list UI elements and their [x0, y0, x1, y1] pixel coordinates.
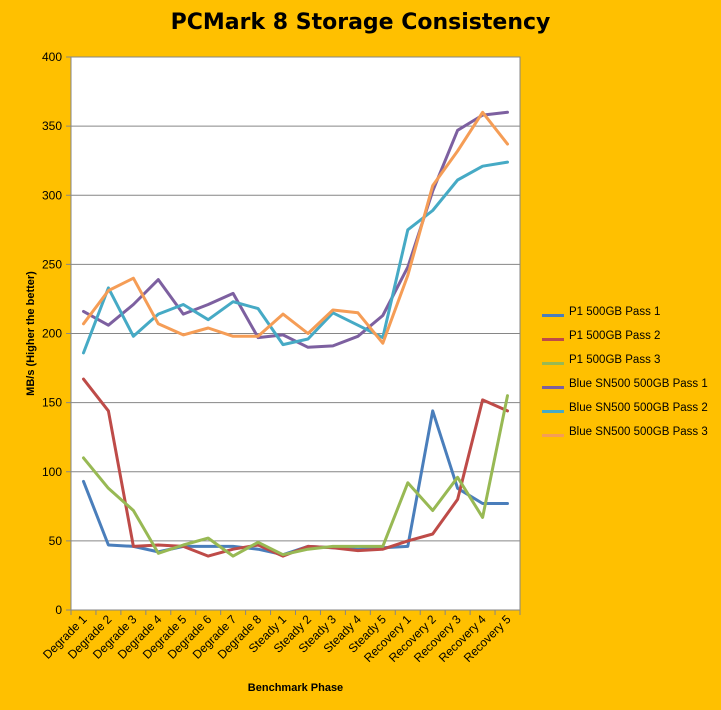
y-tick-label: 200	[42, 327, 62, 341]
legend-swatch	[542, 314, 564, 317]
legend-label: Blue SN500 500GB Pass 1	[569, 378, 708, 390]
legend-label: P1 500GB Pass 1	[569, 306, 661, 318]
chart-title: PCMark 8 Storage Consistency	[170, 10, 551, 35]
x-axis-title: Benchmark Phase	[248, 682, 343, 694]
legend-item: P1 500GB Pass 2	[538, 330, 718, 354]
y-tick-label: 250	[42, 257, 62, 271]
legend: P1 500GB Pass 1 P1 500GB Pass 2 P1 500GB P…	[538, 306, 718, 450]
legend-swatch	[542, 338, 564, 341]
y-tick-label: 0	[55, 603, 62, 617]
legend-item: Blue SN500 500GB Pass 3	[538, 426, 718, 450]
y-axis-title: MB/s (Higher the better)	[25, 271, 37, 396]
y-tick-label: 150	[42, 396, 62, 410]
legend-label: Blue SN500 500GB Pass 2	[569, 402, 708, 414]
y-tick-label: 50	[49, 534, 63, 548]
legend-swatch	[542, 386, 564, 389]
y-tick-label: 100	[42, 465, 62, 479]
legend-item: P1 500GB Pass 3	[538, 354, 718, 378]
y-tick-label: 400	[42, 50, 62, 64]
legend-swatch	[542, 434, 564, 437]
legend-swatch	[542, 362, 564, 365]
legend-item: Blue SN500 500GB Pass 1	[538, 378, 718, 402]
series-line	[82, 110, 509, 345]
legend-label: Blue SN500 500GB Pass 3	[569, 426, 708, 438]
y-tick-label: 350	[42, 119, 62, 133]
series-line	[82, 394, 509, 558]
legend-swatch	[542, 410, 564, 413]
y-tick-label: 300	[42, 188, 62, 202]
legend-item: Blue SN500 500GB Pass 2	[538, 402, 718, 426]
legend-item: P1 500GB Pass 1	[538, 306, 718, 330]
legend-label: P1 500GB Pass 3	[569, 354, 661, 366]
legend-label: P1 500GB Pass 2	[569, 330, 661, 342]
